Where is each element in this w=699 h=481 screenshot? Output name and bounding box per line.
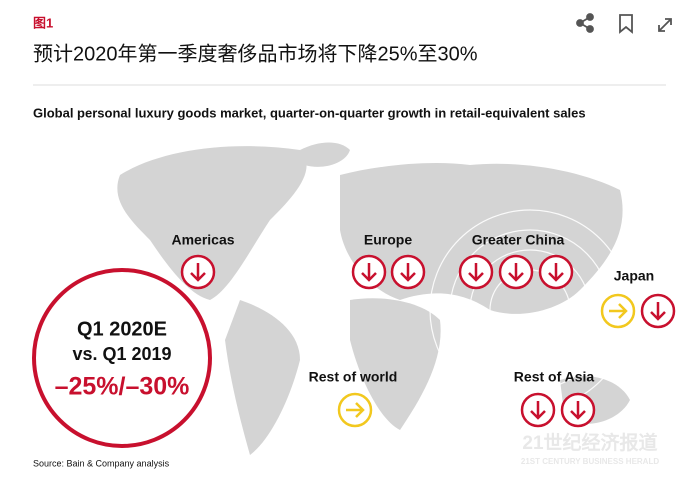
flat-arrow — [600, 293, 636, 329]
down-arrow — [180, 254, 216, 290]
region-label: Rest of Asia — [514, 369, 595, 385]
title: 预计2020年第一季度奢侈品市场将下降25%至30% — [33, 42, 478, 65]
down-arrow — [351, 254, 387, 290]
region-label: Europe — [364, 232, 412, 248]
watermark: 21世纪经济报道 — [522, 431, 657, 454]
watermark-english: 21ST CENTURY BUSINESS HERALD — [521, 457, 659, 466]
summary-comparison: vs. Q1 2019 — [72, 344, 171, 364]
down-arrow — [458, 254, 494, 290]
figure-label: 图1 — [33, 15, 53, 30]
flat-arrow — [337, 392, 373, 428]
summary-circle — [32, 268, 212, 448]
region-label: Rest of world — [309, 369, 398, 385]
share-icon[interactable] — [576, 13, 594, 33]
down-arrow — [538, 254, 574, 290]
down-arrow — [640, 293, 676, 329]
down-arrow — [560, 392, 596, 428]
summary-period: Q1 2020E — [77, 318, 167, 340]
region-label: Americas — [171, 232, 234, 248]
down-arrow — [520, 392, 556, 428]
down-arrow — [498, 254, 534, 290]
expand-icon[interactable] — [658, 18, 672, 32]
region-label: Greater China — [472, 232, 565, 248]
subtitle: Global personal luxury goods market, qua… — [33, 105, 586, 120]
bookmark-icon[interactable] — [619, 14, 633, 34]
summary-change: –25%/–30% — [55, 373, 190, 401]
source: Source: Bain & Company analysis — [33, 458, 170, 468]
down-arrow — [390, 254, 426, 290]
region-label: Japan — [614, 268, 654, 284]
